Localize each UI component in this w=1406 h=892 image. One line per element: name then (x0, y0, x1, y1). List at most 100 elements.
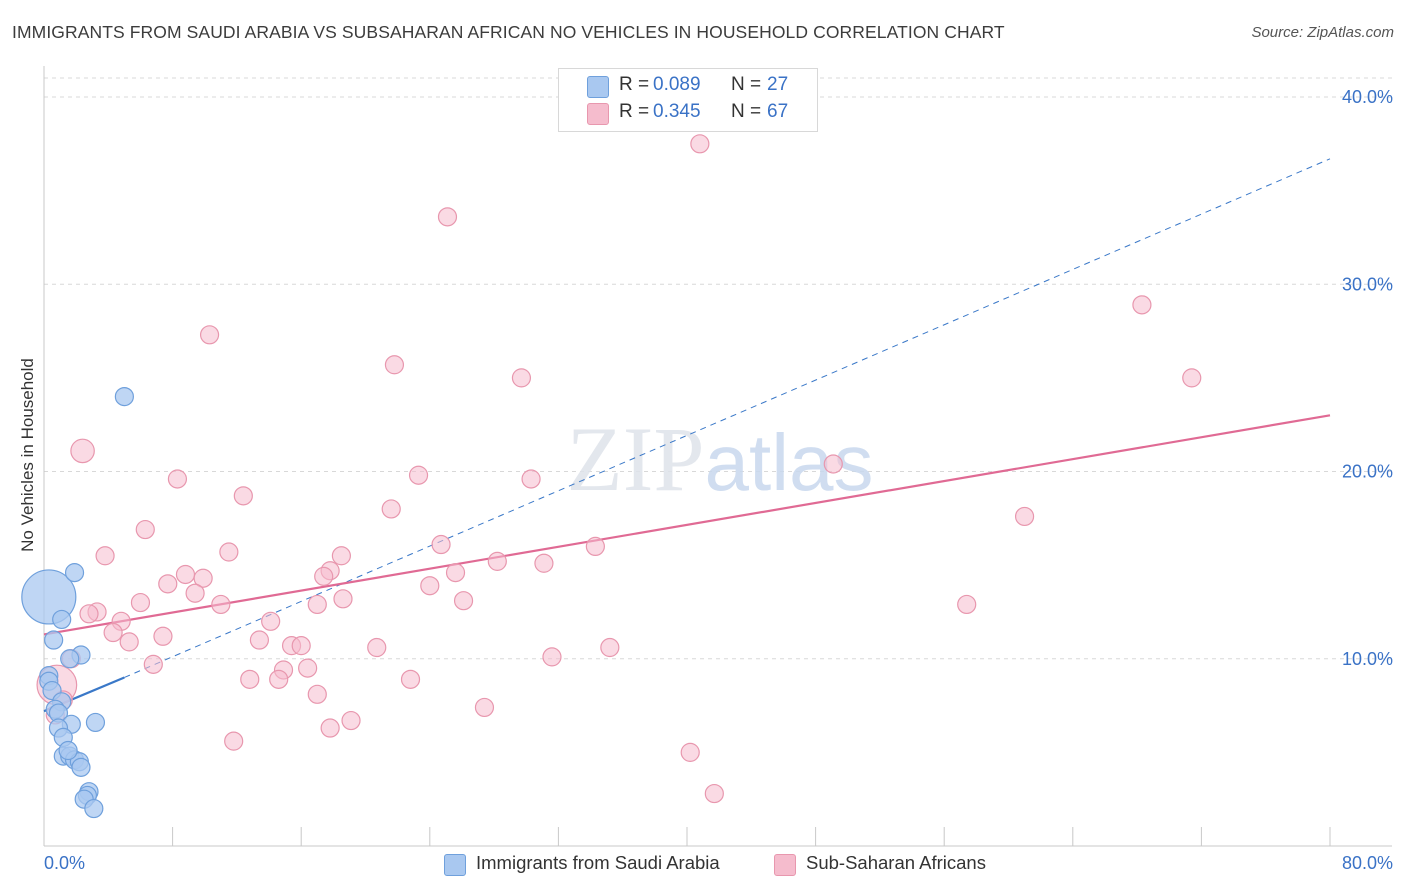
saudi-arabia-point (84, 798, 104, 819)
sub-saharan-point (70, 438, 95, 464)
sub-saharan-point (823, 454, 843, 474)
sub-saharan-point (307, 594, 327, 615)
r-value: 0.345 (653, 101, 701, 122)
sub-saharan-point (437, 207, 458, 227)
sub-saharan-point (585, 536, 605, 557)
r-label: R = (619, 101, 650, 122)
sub-saharan-point (680, 742, 700, 762)
sub-saharan-point (95, 546, 115, 566)
x-tick-label: 0.0% (44, 853, 85, 873)
saudi-arabia-point (114, 387, 134, 407)
sub-saharan-point (130, 592, 151, 613)
n-value: 27 (767, 74, 789, 95)
gridlines (44, 77, 1392, 660)
r-value: 0.089 (653, 74, 701, 95)
sub-saharan-point (261, 611, 281, 631)
watermark: ZIPatlas (567, 408, 874, 510)
sub-saharan-point (320, 718, 340, 738)
sub-saharan-point (211, 594, 231, 615)
sub-saharan-point (384, 355, 405, 375)
y-tick-label: 30.0% (1342, 274, 1393, 294)
sub-saharan-point (474, 697, 495, 718)
watermark-atlas: atlas (705, 418, 874, 507)
y-tick-label: 40.0% (1342, 87, 1393, 107)
sub-saharan-point (143, 654, 163, 674)
saudi-arabia-point (58, 740, 78, 761)
sub-saharan-point (249, 630, 270, 650)
data-points (21, 134, 1202, 819)
x-tick-label: 80.0% (1342, 853, 1393, 873)
sub-saharan-point (511, 368, 532, 388)
sub-saharan-point (79, 604, 99, 624)
sub-saharan-point (233, 486, 253, 506)
sub-saharan-point (534, 553, 554, 573)
y-tick-label: 20.0% (1342, 462, 1393, 482)
blue-trend-line-dashed (124, 158, 1331, 678)
pink-swatch (587, 103, 609, 125)
saudi-arabia-point (60, 649, 80, 669)
n-label: N = (731, 74, 762, 95)
sub-saharan-point (1132, 295, 1152, 315)
sub-saharan-point (158, 574, 178, 594)
sub-saharan-point (333, 589, 353, 609)
sub-saharan-point (167, 469, 188, 489)
sub-saharan-point (240, 669, 260, 689)
sub-saharan-point (367, 637, 387, 658)
sub-saharan-point (542, 647, 562, 667)
sub-saharan-point (704, 783, 724, 804)
sub-saharan-point (307, 684, 327, 704)
sub-saharan-point (1014, 506, 1035, 527)
sub-saharan-point (420, 576, 440, 596)
sub-saharan-point (331, 546, 351, 566)
sub-saharan-point (298, 658, 318, 678)
axes (43, 66, 1392, 847)
sub-saharan-point (600, 637, 620, 658)
saudi-arabia-point (52, 609, 72, 630)
tick-labels: 10.0% 20.0% 30.0% 40.0% 0.0% 80.0% (44, 87, 1393, 873)
y-axis-label: No Vehicles in Household (18, 358, 37, 552)
blue-swatch (587, 76, 609, 98)
sub-saharan-point (487, 551, 507, 571)
n-label: N = (731, 101, 762, 122)
y-tick-label: 10.0% (1342, 649, 1393, 669)
legend-label: Immigrants from Saudi Arabia (476, 852, 720, 873)
sub-saharan-point (341, 710, 361, 731)
chart-title: IMMIGRANTS FROM SAUDI ARABIA VS SUBSAHAR… (12, 22, 1005, 42)
sub-saharan-point (199, 325, 220, 345)
sub-saharan-point (314, 566, 334, 586)
sub-saharan-point (957, 594, 977, 615)
watermark-zip: ZIP (567, 408, 705, 510)
sub-saharan-point (431, 534, 451, 555)
sub-saharan-point (269, 669, 289, 689)
sub-saharan-point (381, 499, 401, 519)
sub-saharan-point (521, 469, 541, 489)
sub-saharan-point (135, 519, 155, 540)
chart-source: Source: ZipAtlas.com (1251, 24, 1394, 41)
sub-saharan-point (119, 632, 139, 652)
sub-saharan-point (224, 731, 244, 751)
saudi-arabia-point (64, 563, 85, 583)
saudi-arabia-point (71, 757, 91, 777)
n-value: 67 (767, 101, 789, 122)
sub-saharan-point (291, 636, 311, 656)
saudi-arabia-point (44, 630, 64, 650)
r-label: R = (619, 74, 650, 95)
sub-saharan-point (193, 568, 213, 588)
blue-swatch (444, 854, 466, 876)
sub-saharan-point (219, 542, 239, 562)
sub-saharan-point (453, 591, 474, 611)
legend-label: Sub-Saharan Africans (806, 852, 986, 873)
sub-saharan-point (690, 134, 710, 154)
pink-swatch (774, 854, 796, 876)
sub-saharan-point (175, 564, 196, 585)
sub-saharan-point (408, 465, 429, 485)
stats-legend: R = 0.089 N = 27 R = 0.345 N = 67 (558, 68, 818, 132)
saudi-arabia-point (85, 712, 106, 733)
sub-saharan-point (153, 626, 173, 646)
sub-saharan-point (445, 563, 466, 583)
pink-trend-line-solid (43, 414, 1331, 636)
sub-saharan-point (1182, 368, 1202, 388)
sub-saharan-point (103, 622, 123, 643)
sub-saharan-point (400, 669, 421, 689)
